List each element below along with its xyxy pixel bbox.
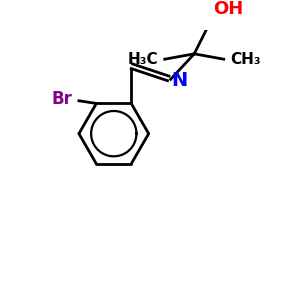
Text: Br: Br: [51, 90, 72, 108]
Text: N: N: [172, 71, 188, 90]
Text: OH: OH: [213, 0, 243, 18]
Text: H₃C: H₃C: [128, 52, 158, 67]
Text: CH₃: CH₃: [230, 52, 261, 67]
